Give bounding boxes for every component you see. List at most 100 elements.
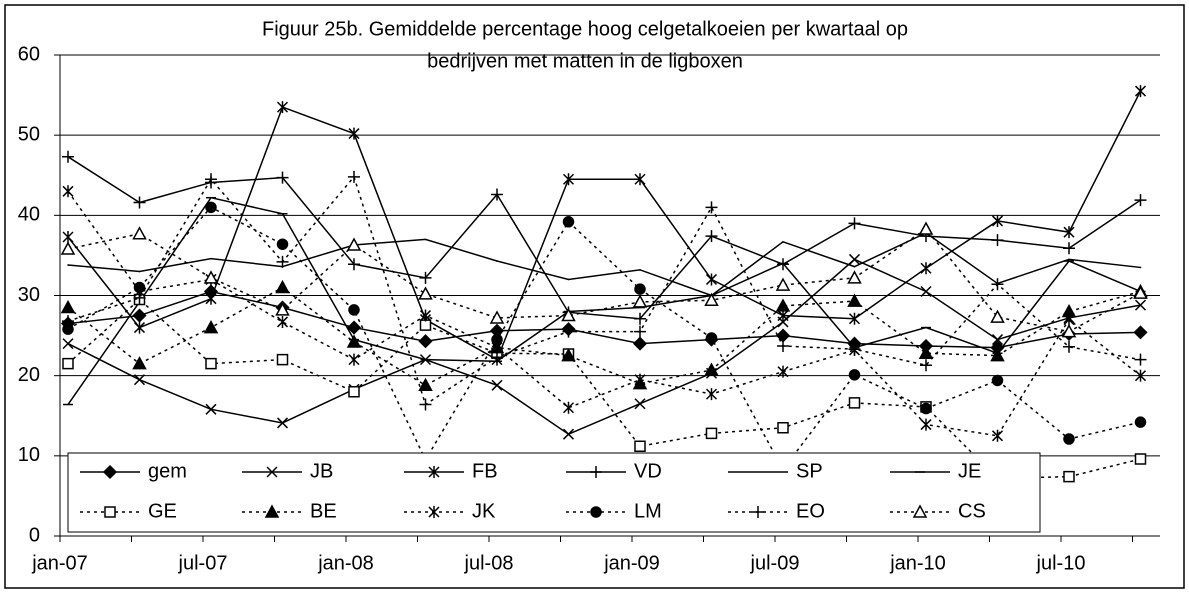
marker [62,357,74,370]
marker [990,309,1005,323]
marker [418,377,433,392]
point [210,257,212,260]
marker [1063,226,1075,239]
marker [704,362,719,376]
series-line [67,156,1141,320]
marker [920,402,932,415]
marker [275,279,290,294]
point [67,264,69,266]
marker [777,365,789,378]
series-line [67,286,1141,387]
series-line [67,196,1141,405]
marker [634,173,646,186]
marker [775,298,791,312]
y-tick-label: 50 [18,123,40,145]
marker [590,466,602,478]
marker [419,309,432,322]
marker [705,427,718,440]
marker [133,321,146,334]
legend-label: LM [634,500,662,522]
marker [632,336,648,351]
marker [1134,353,1147,366]
marker [346,237,362,251]
marker [1134,369,1147,382]
x-tick-label: jul-08 [464,552,514,574]
marker [1063,433,1075,445]
marker [920,359,932,372]
marker [62,315,74,328]
x-tick-label: jan-08 [317,552,374,574]
point [424,238,427,241]
marker [132,356,147,370]
marker [276,238,289,250]
marker [632,294,648,308]
marker [1134,194,1147,207]
marker [562,428,575,440]
legend-label: gem [148,460,187,482]
marker [203,270,219,284]
marker [205,357,217,370]
y-tick-label: 20 [18,364,40,386]
marker [991,278,1004,291]
point [1068,258,1070,261]
marker [491,188,503,201]
marker [1134,299,1147,311]
marker [775,277,791,291]
marker [276,255,289,268]
marker [133,291,146,304]
marker [346,320,362,335]
series [62,170,1147,411]
marker [991,214,1004,227]
marker [705,388,718,401]
marker [705,273,718,286]
legend-label: SP [796,460,823,482]
marker [920,285,932,298]
marker [920,262,932,275]
marker [418,334,433,349]
marker [705,201,718,214]
legend-label: GE [148,500,177,522]
marker [348,304,360,316]
legend-label: JE [958,460,981,482]
marker [133,374,146,386]
series-line [67,298,1141,480]
x-tick-label: jul-10 [1036,552,1086,574]
marker [428,466,440,478]
legend-label: BE [310,500,337,522]
marker [705,332,718,344]
marker [428,506,440,518]
marker [62,230,74,243]
marker [489,310,505,324]
marker [276,315,289,328]
chart-title: Figuur 25b. Gemiddelde percentage hoog c… [262,18,908,40]
series-line [67,290,1141,349]
marker [634,312,646,325]
marker [634,373,646,386]
marker [991,429,1004,442]
marker [418,286,433,300]
series-line [67,90,1142,361]
marker [848,312,861,325]
marker [205,173,217,186]
marker [918,221,934,235]
marker [1063,340,1075,353]
marker [419,398,432,411]
marker [847,293,862,307]
legend-label: VD [634,460,662,482]
marker [348,127,360,140]
marker [562,173,575,186]
marker [205,201,217,214]
point [138,270,141,273]
marker [848,397,861,409]
y-tick-label: 60 [18,43,40,65]
x-tick-label: jan-09 [603,552,660,574]
marker [264,504,280,518]
marker [276,417,289,429]
marker [920,418,932,431]
marker [60,241,76,255]
marker [991,334,1004,346]
marker [62,150,74,163]
marker [132,226,147,240]
marker [275,302,290,316]
